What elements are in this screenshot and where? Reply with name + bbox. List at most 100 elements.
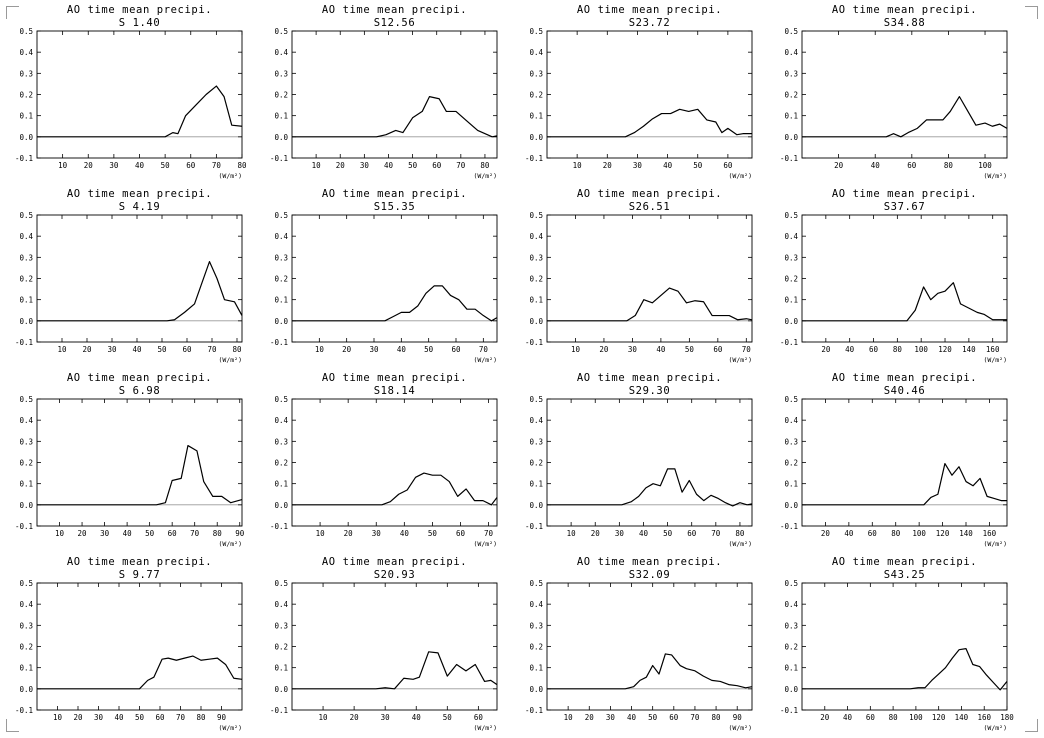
- y-tick-label: 0.5: [784, 211, 798, 220]
- y-tick-label: -0.1: [525, 522, 543, 531]
- plot-frame: [546, 398, 753, 527]
- x-tick-label: 70: [711, 529, 721, 538]
- x-tick-label: 90: [733, 713, 743, 722]
- chart-panel: AO time mean precipi.S29.30 -0.1 0.0 0.1 0.2…: [525, 372, 753, 548]
- plot-frame: [36, 398, 243, 527]
- y-tick-label: 0.1: [274, 480, 288, 489]
- y-tick-label: 0.4: [529, 232, 543, 241]
- x-tick-label: 60: [687, 529, 697, 538]
- y-tick-label: 0.0: [19, 501, 33, 510]
- x-tick-label: 30: [628, 345, 638, 354]
- y-tick-label: 0.3: [274, 621, 288, 630]
- y-tick-label: 0.0: [784, 501, 798, 510]
- x-tick-label: 70: [479, 345, 489, 354]
- y-tick-label: 0.3: [784, 253, 798, 262]
- plot-frame: [546, 30, 753, 159]
- x-tick-label: 30: [369, 345, 379, 354]
- x-tick-label: 60: [907, 161, 917, 170]
- x-tick-label: 20: [78, 529, 88, 538]
- y-tick-label: 0.3: [274, 69, 288, 78]
- x-tick-label: 70: [190, 529, 200, 538]
- x-tick-label: 70: [484, 529, 494, 538]
- x-tick-label: 50: [408, 161, 418, 170]
- y-tick-label: 0.3: [274, 253, 288, 262]
- x-tick-label: 60: [713, 345, 723, 354]
- x-tick-label: 80: [480, 161, 490, 170]
- chart-panel: AO time mean precipi.S32.09 -0.1 0.0 0.1 0.2…: [525, 556, 753, 732]
- y-tick-label: 0.2: [274, 91, 288, 100]
- y-tick-label: 0.0: [529, 317, 543, 326]
- chart-panel: AO time mean precipi.S23.72 -0.1 0.0 0.1 0.2…: [525, 4, 753, 180]
- x-tick-label: 30: [372, 529, 382, 538]
- series-line: [292, 96, 498, 138]
- x-tick-label: 120: [938, 345, 952, 354]
- x-tick-label: 50: [428, 529, 438, 538]
- y-tick-label: 0.4: [784, 48, 798, 57]
- x-tick-label: 10: [315, 345, 325, 354]
- y-tick-label: 0.4: [19, 232, 33, 241]
- chart-subtitle: S40.46: [884, 385, 926, 397]
- x-tick-label: 80: [237, 161, 247, 170]
- y-tick-label: 0.5: [529, 211, 543, 220]
- y-tick-label: 0.0: [274, 685, 288, 694]
- y-tick-label: 0.1: [19, 480, 33, 489]
- y-tick-label: 0.3: [784, 437, 798, 446]
- chart-title: AO time mean precipi.: [832, 4, 977, 16]
- y-tick-label: 0.0: [19, 685, 33, 694]
- x-axis-label: (W/m²): [219, 172, 242, 180]
- series-line: [802, 648, 1008, 691]
- y-tick-label: 0.1: [529, 112, 543, 121]
- x-tick-label: 50: [693, 161, 703, 170]
- x-tick-label: 100: [978, 161, 992, 170]
- x-tick-label: 100: [914, 345, 928, 354]
- y-tick-label: -0.1: [15, 706, 33, 715]
- x-tick-label: 60: [869, 345, 879, 354]
- x-tick-label: 80: [712, 713, 722, 722]
- x-tick-label: 60: [432, 161, 442, 170]
- chart-panel: AO time mean precipi.S 4.19 -0.1 0.0 0.1 0.2…: [15, 188, 243, 364]
- plot-frame: [36, 582, 243, 711]
- y-tick-label: 0.5: [274, 579, 288, 588]
- y-tick-label: 0.5: [19, 579, 33, 588]
- y-tick-label: -0.1: [15, 154, 33, 163]
- plot-frame: [291, 30, 498, 159]
- y-tick-label: -0.1: [780, 154, 798, 163]
- y-tick-label: 0.3: [529, 253, 543, 262]
- series-line: [802, 462, 1007, 506]
- x-tick-label: 90: [217, 713, 227, 722]
- x-tick-label: 180: [1000, 713, 1014, 722]
- y-tick-label: -0.1: [780, 338, 798, 347]
- chart-title: AO time mean precipi.: [67, 4, 212, 16]
- x-tick-label: 40: [397, 345, 407, 354]
- y-tick-label: 0.1: [19, 112, 33, 121]
- chart-subtitle: S 9.77: [119, 569, 161, 581]
- x-axis-label: (W/m²): [729, 356, 752, 364]
- x-tick-label: 60: [669, 713, 679, 722]
- x-axis-label: (W/m²): [729, 172, 752, 180]
- x-tick-label: 40: [114, 713, 124, 722]
- series-line: [547, 468, 753, 507]
- y-tick-label: 0.5: [274, 395, 288, 404]
- x-tick-label: 10: [58, 161, 68, 170]
- x-tick-label: 60: [182, 345, 192, 354]
- x-tick-label: 20: [585, 713, 595, 722]
- y-tick-label: 0.2: [529, 459, 543, 468]
- x-tick-label: 20: [344, 529, 354, 538]
- x-tick-label: 10: [312, 161, 322, 170]
- x-tick-label: 60: [186, 161, 196, 170]
- x-tick-label: 30: [360, 161, 370, 170]
- y-tick-label: 0.1: [529, 296, 543, 305]
- x-tick-label: 80: [944, 161, 954, 170]
- y-tick-label: 0.2: [784, 91, 798, 100]
- chart-subtitle: S43.25: [884, 569, 926, 581]
- y-tick-label: 0.2: [274, 459, 288, 468]
- chart-subtitle: S12.56: [374, 17, 416, 29]
- series-line: [292, 285, 498, 322]
- y-tick-label: 0.4: [274, 416, 288, 425]
- y-tick-label: 0.1: [784, 664, 798, 673]
- y-tick-label: 0.1: [19, 296, 33, 305]
- y-tick-label: 0.5: [274, 211, 288, 220]
- chart-title: AO time mean precipi.: [67, 372, 212, 384]
- plot-frame: [801, 30, 1008, 159]
- x-tick-label: 40: [656, 345, 666, 354]
